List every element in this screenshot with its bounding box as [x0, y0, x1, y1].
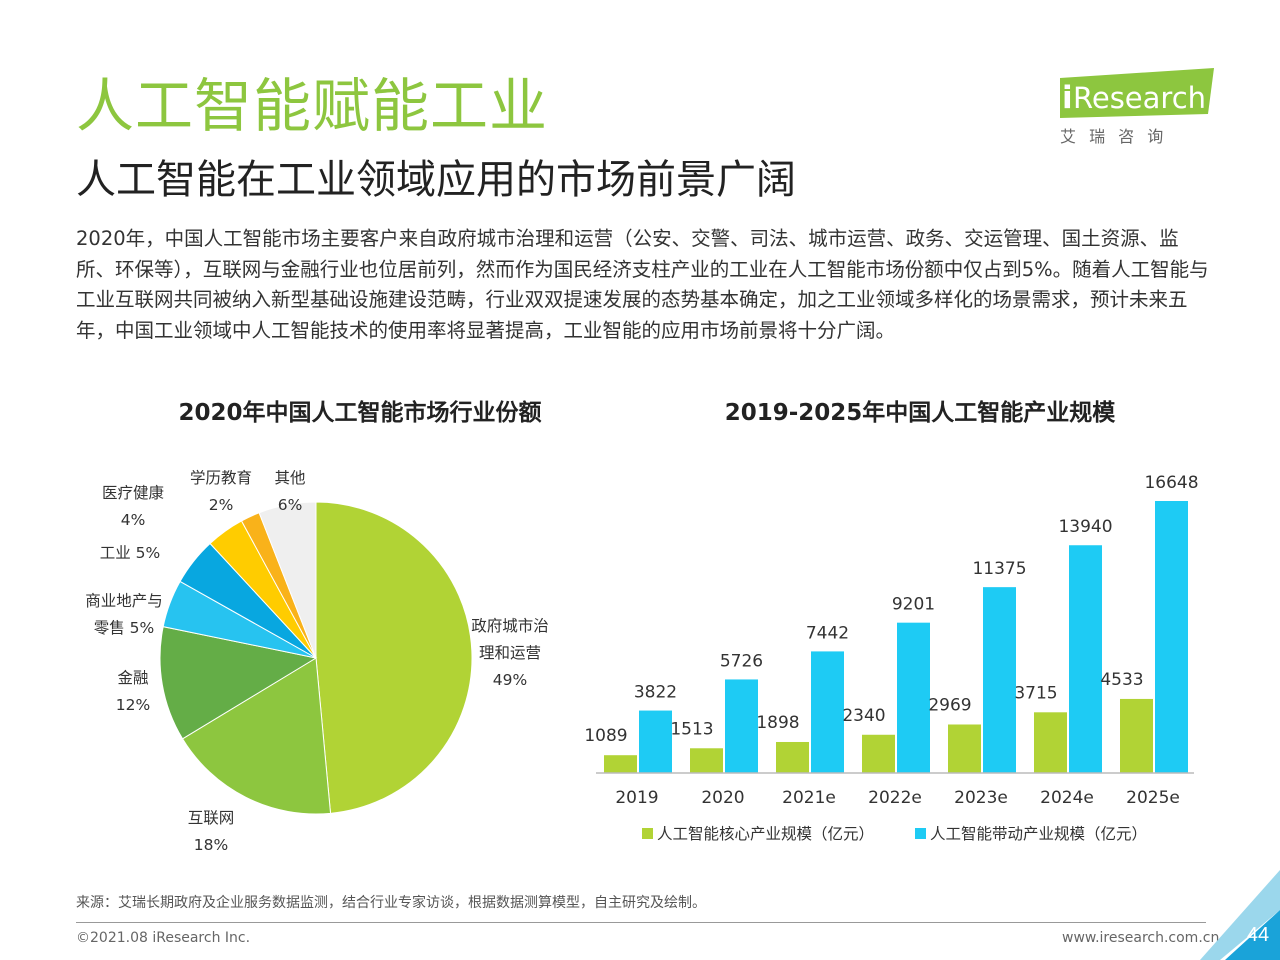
bar-driven-2025e [1155, 501, 1188, 773]
bar-core-2022e [862, 734, 895, 773]
bar-value-core-2022e: 2340 [842, 706, 885, 726]
pie-chart-title: 2020年中国人工智能市场行业份额 [178, 400, 542, 426]
bar-core-2021e [776, 741, 809, 773]
bar-chart: 1089 3822 2019 1513 5726 2020 1898 7442 2021e 234… [584, 473, 1198, 843]
bar-value-driven-2020: 5726 [720, 651, 763, 671]
legend-label-driven: 人工智能带动产业规模（亿元） [930, 825, 1147, 843]
pie-label-gov-line1: 政府城市治 [471, 617, 549, 635]
bar-driven-2021e [811, 651, 844, 773]
bar-value-core-2020: 1513 [670, 719, 713, 739]
website-url: www.iresearch.com.cn [1062, 930, 1220, 946]
x-tick-label-2021e: 2021e [782, 788, 836, 808]
bar-value-driven-2022e: 9201 [892, 595, 935, 615]
legend-swatch-driven [915, 828, 926, 839]
pie-label-education: 学历教育 [190, 469, 252, 487]
bar-value-driven-2024e: 13940 [1058, 517, 1112, 537]
pie-label-finance-value: 12% [116, 696, 150, 714]
corner-stripe [1200, 870, 1280, 960]
pie-slice-1 [181, 657, 332, 815]
bar-driven-2019 [639, 710, 672, 773]
legend-swatch-core [642, 828, 653, 839]
bar-driven-2022e [897, 622, 930, 773]
logo-brand-i: i [1062, 80, 1073, 116]
logo-brand-text: Research [1073, 81, 1206, 115]
bar-value-driven-2025e: 16648 [1144, 473, 1198, 493]
bar-core-2025e [1120, 698, 1153, 773]
pie-slice-0 [315, 501, 473, 814]
pie-label-other-value: 6% [278, 496, 303, 514]
x-tick-label-2022e: 2022e [868, 788, 922, 808]
bar-value-core-2024e: 3715 [1014, 683, 1057, 703]
pie-label-gov-line2: 理和运营 [479, 644, 541, 662]
legend-label-core: 人工智能核心产业规模（亿元） [657, 825, 874, 843]
corner-decoration [1200, 870, 1280, 960]
pie-label-health: 医疗健康 [102, 484, 164, 502]
source-note: 来源：艾瑞长期政府及企业服务数据监测，结合行业专家访谈，根据数据测算模型，自主研… [76, 895, 706, 911]
x-tick-label-2025e: 2025e [1126, 788, 1180, 808]
pie-label-retail-line1: 商业地产与 [85, 592, 163, 610]
pie-label-internet: 互联网 [188, 809, 235, 827]
corner-block [1225, 910, 1280, 960]
bar-chart-title: 2019-2025年中国人工智能产业规模 [724, 400, 1116, 426]
bar-value-driven-2021e: 7442 [806, 623, 849, 643]
copyright: ©2021.08 iResearch Inc. [76, 930, 251, 946]
bar-driven-2024e [1069, 545, 1102, 773]
x-tick-label-2019: 2019 [615, 788, 658, 808]
bar-core-2023e [948, 724, 981, 773]
logo-tagline: 艾 瑞 咨 询 [1060, 127, 1167, 146]
pie-label-retail-line2: 零售 5% [94, 619, 155, 637]
bar-core-2024e [1034, 712, 1067, 773]
pie-chart: 政府城市治 理和运营 49% 互联网 18% 金融 12% 商业地产与 零售 5… [85, 469, 549, 854]
pie-label-internet-value: 18% [194, 836, 228, 854]
bar-core-2019 [604, 755, 637, 773]
bar-value-driven-2023e: 11375 [972, 559, 1026, 579]
x-tick-label-2023e: 2023e [954, 788, 1008, 808]
intro-paragraph: 2020年，中国人工智能市场主要客户来自政府城市治理和运营（公安、交警、司法、城… [76, 227, 1209, 342]
bar-value-core-2025e: 4533 [1100, 670, 1143, 690]
x-tick-label-2024e: 2024e [1040, 788, 1094, 808]
bar-value-core-2019: 1089 [584, 726, 627, 746]
pie-label-industry: 工业 5% [100, 544, 161, 562]
pie-label-health-value: 4% [121, 511, 146, 529]
bar-value-core-2023e: 2969 [928, 695, 971, 715]
bar-value-driven-2019: 3822 [634, 683, 677, 703]
iresearch-logo: i Research 艾 瑞 咨 询 [1060, 68, 1214, 146]
pie-slice-2 [159, 626, 318, 740]
page-subtitle: 人工智能在工业领域应用的市场前景广阔 [76, 157, 796, 203]
bar-driven-2020 [725, 679, 758, 773]
pie-slice-7 [258, 501, 317, 659]
bar-core-2020 [690, 748, 723, 773]
bar-value-core-2021e: 1898 [756, 713, 799, 733]
chart-legend: 人工智能核心产业规模（亿元） 人工智能带动产业规模（亿元） [642, 825, 1147, 843]
bar-driven-2023e [983, 587, 1016, 773]
footer-divider [76, 922, 1206, 923]
logo-banner [1060, 68, 1214, 118]
x-tick-label-2020: 2020 [701, 788, 744, 808]
page-title: 人工智能赋能工业 [76, 72, 549, 140]
page-number: 44 [1246, 924, 1270, 946]
pie-label-education-value: 2% [209, 496, 234, 514]
pie-label-finance: 金融 [117, 669, 148, 687]
pie-label-other: 其他 [274, 469, 305, 487]
pie-label-gov-value: 49% [493, 671, 527, 689]
